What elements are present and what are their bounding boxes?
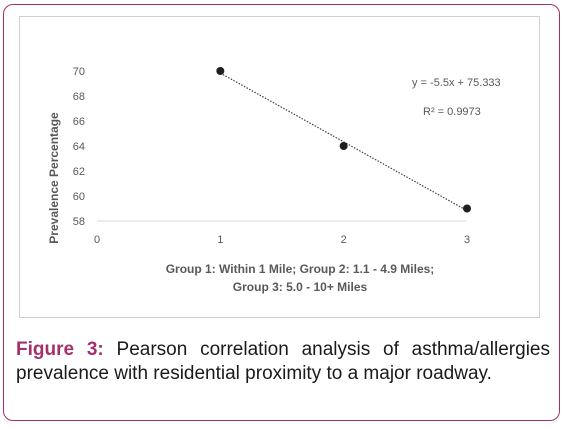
y-tick-label: 62 [73, 166, 85, 178]
data-point [339, 142, 348, 150]
data-points [216, 67, 471, 213]
trendline-equation: y = -5.5x + 75.333 [412, 77, 501, 89]
x-axis-title-line-2: Group 3: 5.0 - 10+ Miles [233, 280, 368, 294]
y-tick-labels: 58 60 62 64 66 68 70 [73, 66, 85, 228]
figure-caption: Figure 3: Pearson correlation analysis o… [16, 338, 550, 386]
y-tick-label: 60 [73, 191, 85, 203]
y-tick-label: 66 [73, 116, 85, 128]
scatter-chart: 58 60 62 64 66 68 70 0 1 2 3 y = -5.5x + 75.333 R… [47, 66, 501, 294]
caption-label: Figure 3: [16, 339, 104, 360]
y-axis-title: Prevalence Percentage [47, 112, 61, 244]
x-tick-label: 0 [94, 234, 100, 246]
x-tick-labels: 0 1 2 3 [94, 234, 470, 246]
y-tick-label: 58 [73, 216, 85, 228]
x-tick-label: 3 [464, 234, 470, 246]
data-point [463, 204, 471, 213]
y-tick-label: 64 [73, 141, 85, 153]
data-point [216, 67, 225, 75]
x-tick-label: 2 [341, 234, 347, 246]
trendline [220, 72, 468, 212]
y-tick-label: 70 [73, 66, 85, 78]
y-tick-label: 68 [73, 91, 85, 103]
r-squared-label: R² = 0.9973 [423, 106, 481, 118]
x-tick-label: 1 [217, 234, 223, 246]
caption-text: Pearson correlation analysis of asthma/a… [16, 339, 550, 384]
chart-area [19, 16, 540, 318]
x-axis-title-line-1: Group 1: Within 1 Mile; Group 2: 1.1 - 4… [166, 262, 435, 276]
